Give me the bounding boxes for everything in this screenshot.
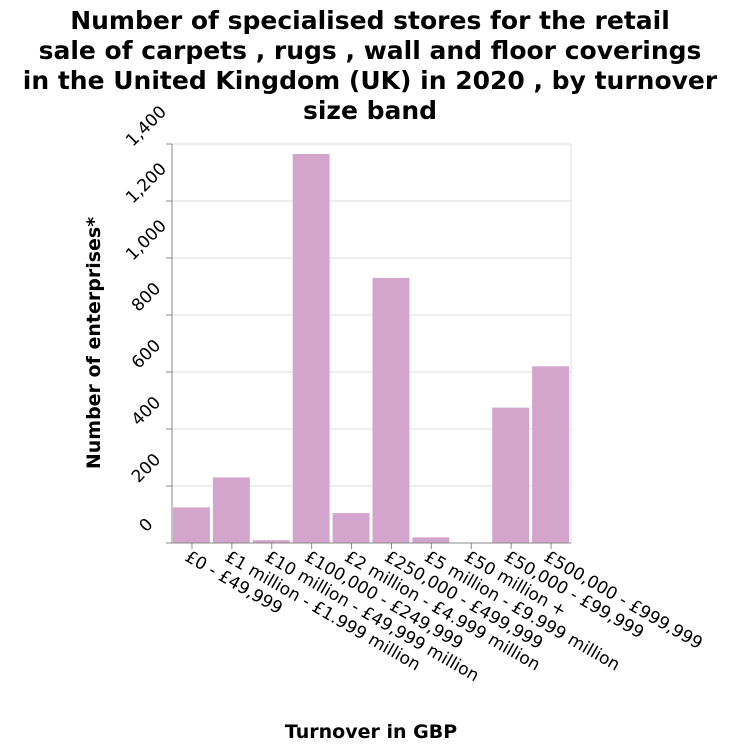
y-tick-label: 1,200: [122, 159, 171, 208]
y-tick-label: 1,400: [122, 102, 171, 151]
y-tick-label: 1,000: [122, 216, 171, 265]
bar: [212, 477, 250, 543]
chart-title-line: in the United Kingdom (UK) in 2020 , by …: [22, 66, 718, 95]
bar: [173, 507, 210, 543]
bar: [532, 366, 569, 543]
bar: [412, 537, 450, 543]
y-tick-label: 400: [128, 393, 165, 430]
y-tick-label: 800: [128, 279, 165, 316]
bars: [173, 153, 569, 543]
bar: [332, 513, 370, 543]
chart-title: Number of specialised stores for the ret…: [0, 6, 740, 126]
chart-title-line: size band: [302, 96, 438, 125]
chart-title-line: sale of carpets , rugs , wall and floor …: [38, 36, 702, 65]
bar: [252, 540, 290, 543]
y-axis-title: Number of enterprises*: [83, 217, 105, 469]
bar: [292, 153, 330, 543]
bar: [372, 277, 410, 543]
y-tick-label: 200: [128, 450, 165, 487]
x-axis-title: Turnover in GBP: [285, 721, 457, 743]
bar: [492, 407, 530, 543]
y-tick-label: 600: [128, 336, 165, 373]
y-tick-label: 0: [136, 515, 158, 537]
x-axis-ticks: £0 - £49,999£1 million - £1.999 million£…: [181, 543, 706, 686]
axes: [171, 144, 571, 544]
y-axis-ticks: 0 200 400 600 800 1,000 1,200 1,400: [122, 102, 172, 544]
chart-title-line: Number of specialised stores for the ret…: [70, 6, 670, 35]
